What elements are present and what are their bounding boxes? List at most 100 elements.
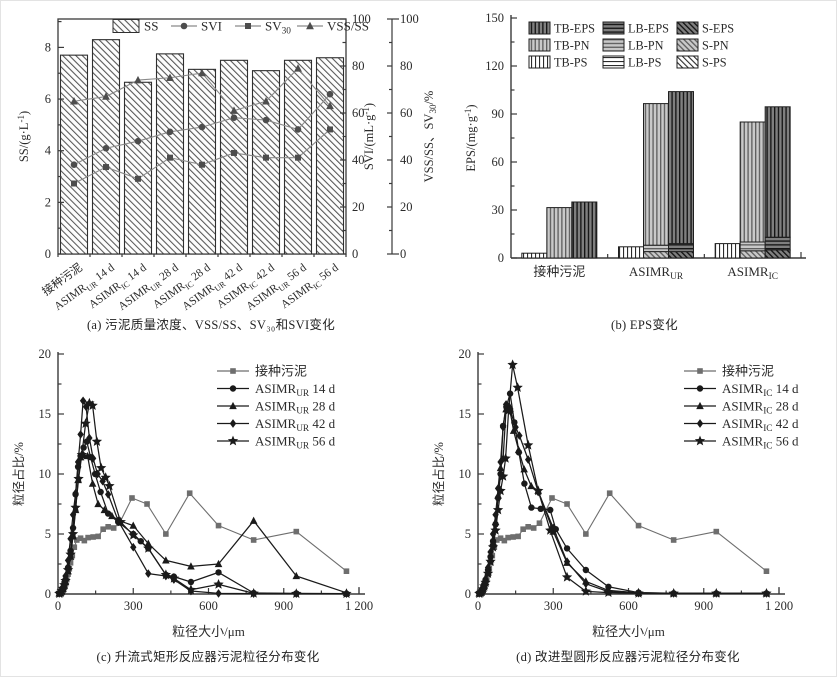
svg-text:300: 300 xyxy=(544,599,563,613)
panel-b: 0 30 60 90 120 150 接种污泥 ASIMRUR ASIMRIC TB-EPS LB-… xyxy=(451,1,836,341)
svg-text:150: 150 xyxy=(485,11,504,25)
series-circle xyxy=(70,90,334,168)
svg-text:20: 20 xyxy=(352,200,365,214)
plot-a: 02468020406080100020406080100接种污泥ASIMRUR… xyxy=(16,12,438,313)
series-square xyxy=(71,126,333,187)
svg-text:粒径占比/%: 粒径占比/% xyxy=(431,442,446,506)
svg-text:20: 20 xyxy=(459,347,472,361)
svg-text:ASIMRUR 28 d: ASIMRUR 28 d xyxy=(255,399,336,417)
svg-text:SVI: SVI xyxy=(201,19,222,34)
group-1 xyxy=(618,91,694,259)
svg-text:120: 120 xyxy=(485,59,504,73)
svg-text:LB-PN: LB-PN xyxy=(628,39,664,53)
svg-text:0: 0 xyxy=(45,587,51,601)
svg-text:1 200: 1 200 xyxy=(345,599,373,613)
svg-text:15: 15 xyxy=(459,407,472,421)
svg-text:粒径占比/%: 粒径占比/% xyxy=(11,442,26,506)
svg-text:ASIMRUR 42 d: ASIMRUR 42 d xyxy=(255,416,336,434)
group-0 xyxy=(521,201,598,259)
svg-text:100: 100 xyxy=(400,12,419,26)
svg-text:300: 300 xyxy=(124,599,143,613)
svg-text:ASIMRIC 56 d: ASIMRIC 56 d xyxy=(722,434,799,452)
svg-text:0: 0 xyxy=(498,251,504,265)
svg-text:2: 2 xyxy=(45,195,51,209)
svg-text:0: 0 xyxy=(45,247,51,261)
chart-b-svg: 0 30 60 90 120 150 接种污泥 ASIMRUR ASIMRIC TB-EPS LB-… xyxy=(463,11,806,282)
svg-text:5: 5 xyxy=(465,527,471,541)
svg-text:900: 900 xyxy=(694,599,713,613)
svg-text:20: 20 xyxy=(400,200,413,214)
caption-c: (c) 升流式矩形反应器污泥粒径分布变化 xyxy=(96,650,320,664)
svg-text:0: 0 xyxy=(55,599,61,613)
svg-text:0: 0 xyxy=(475,599,481,613)
svg-text:SV30: SV30 xyxy=(265,19,291,37)
svg-text:ASIMRIC: ASIMRIC xyxy=(727,264,778,282)
caption-d: (d) 改进型圆形反应器污泥粒径分布变化 xyxy=(516,650,740,664)
svg-text:60: 60 xyxy=(492,155,505,169)
svg-text:LB-PS: LB-PS xyxy=(628,56,662,70)
svg-text:LB-EPS: LB-EPS xyxy=(628,22,669,36)
series-square xyxy=(476,490,770,597)
svg-text:5: 5 xyxy=(45,527,51,541)
svg-text:ASIMRUR 14 d: ASIMRUR 14 d xyxy=(255,381,336,399)
chart-a-svg: 02468020406080100020406080100接种污泥ASIMRUR… xyxy=(16,12,438,313)
svg-text:100: 100 xyxy=(352,12,371,26)
legend-a: SS SVI SV30 VSS/SS xyxy=(112,19,369,37)
caption-a: (a) 污泥质量浓度、VSS/SS、SV₃₀和SVI变化 xyxy=(86,318,336,332)
svg-text:60: 60 xyxy=(352,106,365,120)
svg-text:TB-PN: TB-PN xyxy=(554,39,590,53)
svg-text:ASIMRIC 42 d: ASIMRIC 42 d xyxy=(722,416,799,434)
svg-text:S-PN: S-PN xyxy=(702,39,729,53)
svg-text:S-PS: S-PS xyxy=(702,56,727,70)
svg-text:10: 10 xyxy=(459,467,472,481)
svg-text:6: 6 xyxy=(45,92,51,106)
svg-text:VSS/SS、SV30/%: VSS/SS、SV30/% xyxy=(422,91,438,183)
svg-text:1 200: 1 200 xyxy=(765,599,793,613)
svg-text:SS: SS xyxy=(144,19,158,34)
svg-text:80: 80 xyxy=(400,59,413,73)
caption-b: (b) EPS变化 xyxy=(611,318,678,332)
series-triangle xyxy=(70,64,334,114)
svg-text:4: 4 xyxy=(45,144,52,158)
svg-text:90: 90 xyxy=(492,107,505,121)
svg-text:TB-EPS: TB-EPS xyxy=(554,22,595,36)
svg-text:EPS/(mg·g-1): EPS/(mg·g-1) xyxy=(463,104,478,171)
svg-text:10: 10 xyxy=(39,467,52,481)
panel-a: 0 2 4 6 8 0 20 40 60 80 100 0 20 40 60 80 100 接种污泥 ASIMRUR… xyxy=(1,1,451,341)
svg-text:接种污泥: 接种污泥 xyxy=(255,364,307,379)
svg-text:0: 0 xyxy=(400,247,406,261)
plot-b: 0 30 60 90 120 150 接种污泥 ASIMRUR ASIMRIC TB-EPS LB-… xyxy=(463,11,806,282)
svg-text:接种污泥: 接种污泥 xyxy=(533,264,585,279)
svg-text:20: 20 xyxy=(39,347,52,361)
series-star xyxy=(474,359,772,598)
svg-text:粒径大小/μm: 粒径大小/μm xyxy=(592,624,665,639)
svg-text:ASIMRUR 56 d: ASIMRUR 56 d xyxy=(255,434,336,452)
svg-text:S-EPS: S-EPS xyxy=(702,22,734,36)
svg-text:接种污泥: 接种污泥 xyxy=(722,364,774,379)
svg-text:600: 600 xyxy=(199,599,218,613)
svg-text:SS/(g·L-1): SS/(g·L-1) xyxy=(16,111,31,162)
svg-text:0: 0 xyxy=(465,587,471,601)
svg-text:30: 30 xyxy=(492,203,505,217)
svg-text:ASIMRIC 28 d: ASIMRIC 28 d xyxy=(722,399,799,417)
svg-text:600: 600 xyxy=(619,599,638,613)
svg-text:80: 80 xyxy=(352,59,365,73)
svg-text:60: 60 xyxy=(400,106,413,120)
svg-text:SVI/(mL·g-1): SVI/(mL·g-1) xyxy=(361,103,376,170)
svg-text:ASIMRUR: ASIMRUR xyxy=(629,264,684,282)
svg-text:15: 15 xyxy=(39,407,52,421)
svg-text:0: 0 xyxy=(352,247,358,261)
svg-text:TB-PS: TB-PS xyxy=(554,56,588,70)
svg-text:粒径大小/μm: 粒径大小/μm xyxy=(172,624,245,639)
group-2 xyxy=(714,106,791,259)
svg-text:8: 8 xyxy=(45,40,51,54)
svg-text:ASIMRIC 14 d: ASIMRIC 14 d xyxy=(722,381,799,399)
